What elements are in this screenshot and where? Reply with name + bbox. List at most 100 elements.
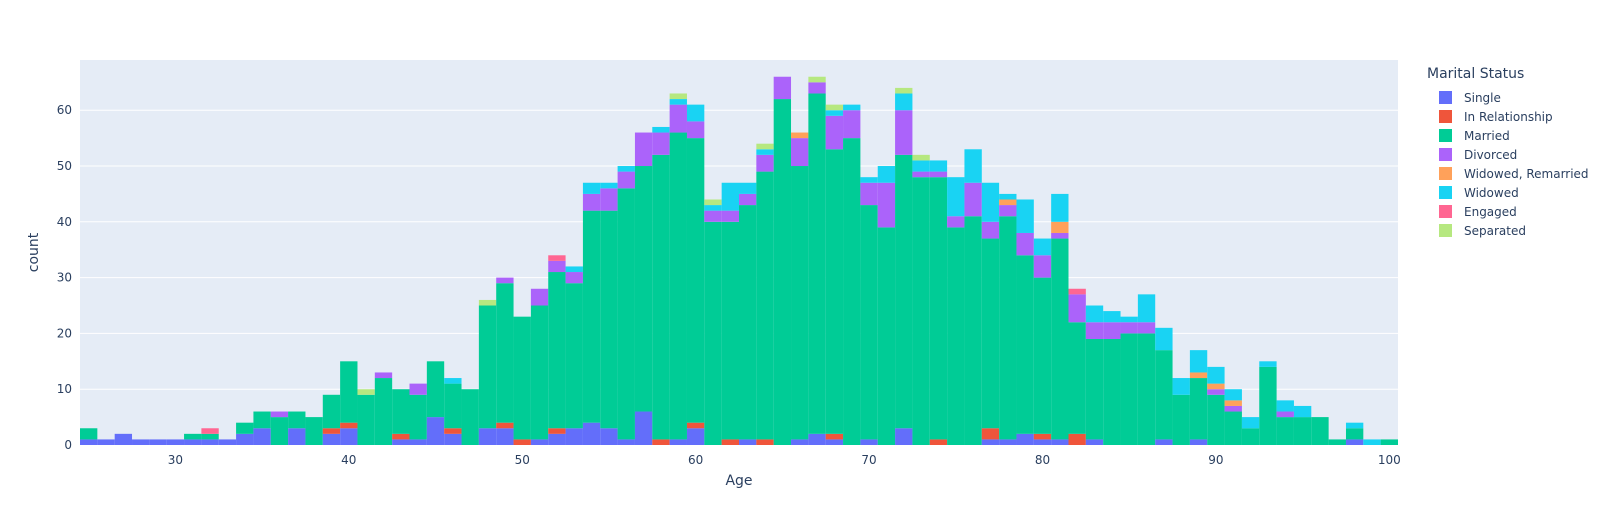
bar-segment: [1051, 439, 1069, 445]
bar-segment: [97, 439, 115, 445]
bar-segment: [739, 193, 757, 206]
bar-segment: [808, 82, 826, 94]
bar-segment: [565, 428, 583, 445]
bar-segment: [721, 221, 739, 440]
bar-segment: [617, 188, 635, 440]
bar-segment: [1259, 361, 1277, 367]
bar-segment: [513, 439, 531, 445]
bar-segment: [530, 288, 549, 306]
x-tick-label: 30: [168, 453, 183, 467]
bar-segment: [860, 205, 878, 440]
bar-segment: [669, 93, 687, 100]
y-tick-label: 30: [57, 271, 72, 285]
bar-segment: [1172, 378, 1190, 395]
legend-label: In Relationship: [1464, 110, 1553, 124]
legend-label: Widowed, Remarried: [1464, 167, 1589, 181]
bar-segment: [981, 439, 1000, 445]
bar-segment: [739, 182, 757, 194]
legend-item[interactable]: Single: [1439, 91, 1501, 105]
bar-segment: [877, 166, 896, 183]
bar-segment: [981, 428, 1000, 440]
bar-segment: [877, 182, 896, 228]
bar-segment: [270, 411, 289, 418]
legend-label: Separated: [1464, 224, 1526, 238]
legend-item[interactable]: Separated: [1439, 224, 1526, 238]
bar-segment: [1016, 255, 1034, 434]
bar-segment: [964, 182, 982, 217]
bar-segment: [1051, 232, 1069, 239]
bar-segment: [929, 439, 948, 445]
bar-segment: [582, 210, 601, 423]
bar-segment: [114, 433, 133, 445]
x-axis-ticks: 30 40 50 60 70 80 90 100: [168, 453, 1401, 467]
bar-segment: [912, 160, 930, 172]
bar-segment: [409, 383, 427, 395]
bar-segment: [1207, 383, 1225, 390]
bar-segment: [1241, 428, 1260, 445]
legend-item[interactable]: Widowed: [1439, 186, 1519, 200]
bar-segment: [513, 316, 531, 440]
bar-segment: [825, 149, 844, 434]
bar-segment: [669, 439, 687, 445]
bar-segment: [617, 171, 635, 189]
bar-segment: [617, 439, 635, 445]
y-tick-label: 50: [57, 159, 72, 173]
y-tick-label: 60: [57, 103, 72, 117]
bar-segment: [981, 182, 1000, 222]
bar-segment: [947, 177, 965, 217]
bar-segment: [600, 182, 618, 189]
bar-segment: [1103, 338, 1121, 445]
bar-segment: [1224, 405, 1242, 412]
legend-item[interactable]: Divorced: [1439, 148, 1517, 162]
legend-label: Engaged: [1464, 205, 1517, 219]
bar-segment: [773, 99, 792, 445]
bar-segment: [1085, 305, 1104, 323]
bar-segment: [1033, 439, 1052, 445]
bar-segment: [357, 394, 375, 445]
bar-segment: [1276, 400, 1294, 412]
bar-segment: [548, 255, 566, 261]
x-tick-label: 40: [341, 453, 356, 467]
bar-segment: [565, 272, 583, 284]
bar-segment: [825, 439, 844, 445]
bar-segment: [1224, 411, 1242, 445]
bar-segment: [999, 439, 1017, 445]
bar-segment: [201, 433, 219, 440]
legend-item[interactable]: Engaged: [1439, 205, 1517, 219]
bar-segment: [1033, 238, 1052, 256]
bar-segment: [981, 238, 1000, 429]
bar-segment: [721, 182, 739, 211]
legend-items[interactable]: Single In Relationship Married Divorced Wido…: [1439, 91, 1589, 238]
legend-label: Widowed: [1464, 186, 1519, 200]
bar-segment: [1120, 333, 1138, 445]
legend-swatch: [1439, 224, 1452, 237]
bar-segment: [1085, 322, 1104, 339]
bar-segment: [756, 149, 774, 155]
bar-segment: [1276, 411, 1294, 418]
legend[interactable]: Marital Status Single In Relationship Marr…: [1427, 66, 1589, 238]
legend-swatch: [1439, 148, 1452, 161]
bar-segment: [669, 104, 687, 133]
legend-item[interactable]: Married: [1439, 129, 1510, 143]
bar-segment: [825, 110, 844, 116]
legend-item[interactable]: In Relationship: [1439, 110, 1553, 124]
bar-segment: [201, 428, 219, 434]
bar-segment: [548, 433, 566, 445]
bar-segment: [600, 210, 618, 429]
bar-segment: [253, 411, 271, 429]
legend-item[interactable]: Widowed, Remarried: [1439, 167, 1589, 181]
bar-segment: [895, 428, 913, 445]
bar-segment: [444, 378, 462, 384]
bar-segment: [270, 417, 289, 445]
bar-segment: [426, 417, 445, 445]
bar-segment: [340, 422, 358, 429]
bar-segment: [999, 205, 1017, 217]
bar-segment: [825, 115, 844, 150]
bar-segment: [929, 171, 948, 178]
bar-segment: [634, 132, 653, 167]
bar-segment: [1085, 439, 1104, 445]
bar-segment: [1016, 232, 1034, 256]
y-tick-label: 10: [57, 382, 72, 396]
bar-segment: [288, 428, 306, 445]
bar-segment: [218, 439, 237, 445]
